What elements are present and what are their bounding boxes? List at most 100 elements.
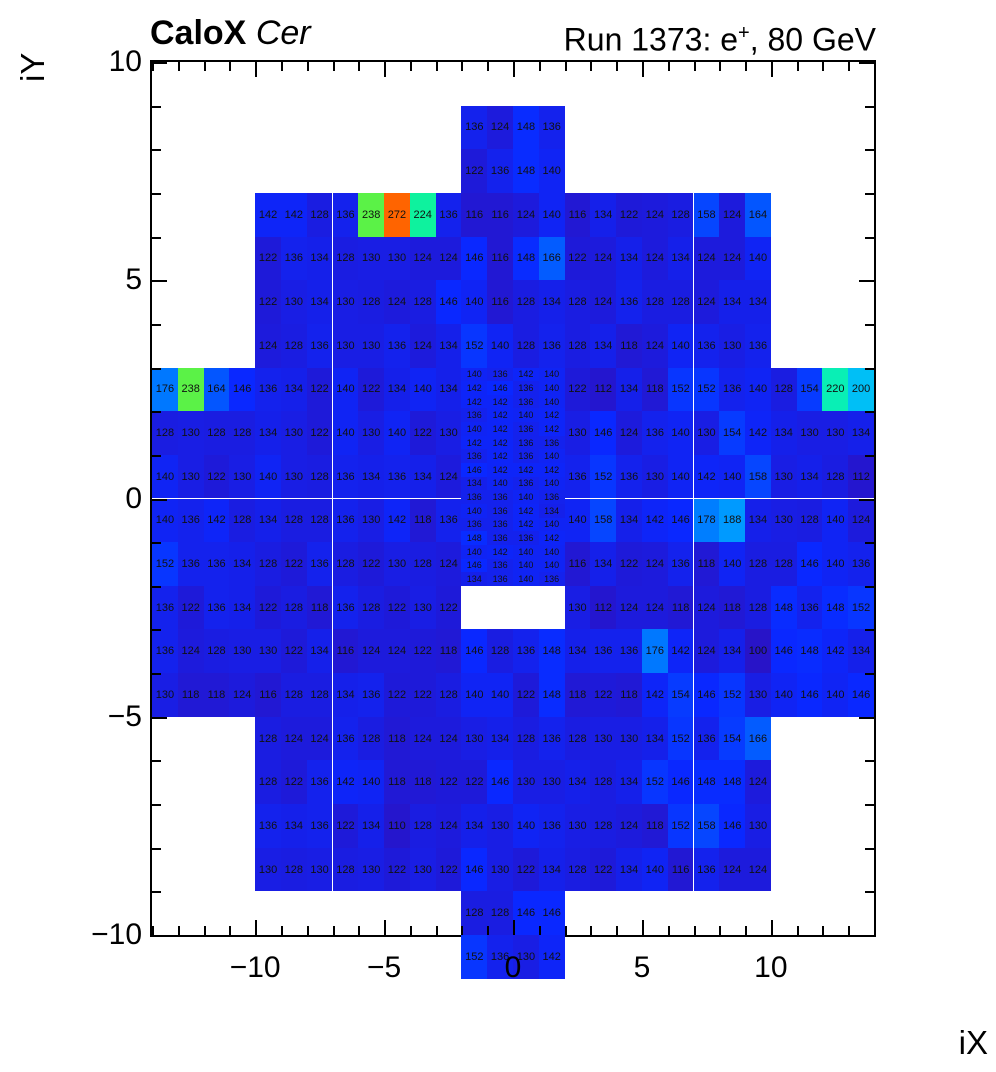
heatmap-cell: 128 — [564, 280, 591, 324]
heatmap-fine-cell: 136 — [487, 558, 513, 573]
y-tick — [152, 804, 161, 807]
heatmap-cell: 118 — [384, 760, 410, 805]
heatmap-cell: 134 — [306, 629, 333, 674]
heatmap-fine-cell: 140 — [461, 422, 488, 436]
y-tick — [152, 716, 167, 719]
heatmap-cell: 152 — [667, 804, 694, 848]
y-tick — [152, 105, 161, 108]
heatmap-cell: 136 — [203, 542, 230, 586]
heatmap-cell: 130 — [590, 716, 617, 761]
heatmap-cell: 164 — [203, 367, 230, 412]
heatmap-cell: 124 — [693, 585, 720, 630]
heatmap-cell: 122 — [564, 236, 591, 281]
x-tick — [152, 926, 154, 935]
heatmap-fine-cell: 142 — [513, 367, 539, 382]
heatmap-cell: 134 — [229, 585, 256, 630]
heatmap-cell: 140 — [745, 236, 771, 281]
heatmap-cell: 152 — [152, 542, 178, 586]
heatmap-cell: 134 — [332, 673, 359, 717]
heatmap-cell: 130 — [487, 847, 513, 892]
y-tick — [152, 411, 161, 414]
y-tick — [152, 236, 161, 239]
heatmap-cell: 130 — [229, 454, 256, 499]
heatmap-cell: 136 — [203, 585, 230, 630]
x-tick — [641, 920, 644, 935]
heatmap-cell: 116 — [255, 673, 281, 717]
heatmap-cell: 124 — [409, 716, 436, 761]
x-tick — [693, 926, 696, 935]
heatmap-cell: 136 — [796, 585, 823, 630]
heatmap-cell: 130 — [177, 411, 204, 455]
heatmap-cell: 118 — [564, 673, 591, 717]
heatmap-cell: 122 — [616, 542, 642, 586]
heatmap-cell: 128 — [280, 585, 307, 630]
heatmap-cell: 130 — [280, 454, 307, 499]
heatmap-fine-cell: 134 — [461, 572, 488, 586]
y-tick-right — [859, 62, 874, 64]
heatmap-cell: 134 — [616, 847, 642, 892]
heatmap-cell: 122 — [358, 542, 385, 586]
heatmap-cell: 134 — [487, 716, 513, 761]
heatmap-cell: 136 — [306, 804, 333, 848]
heatmap-cell: 136 — [358, 673, 385, 717]
y-tick — [152, 760, 161, 763]
y-tick-right — [865, 585, 874, 588]
heatmap-cell: 134 — [719, 629, 746, 674]
heatmap-cell: 116 — [564, 542, 591, 586]
heatmap-cell: 146 — [461, 236, 488, 281]
x-tick-label: 5 — [633, 951, 651, 984]
y-tick-right — [865, 411, 874, 414]
x-tick — [796, 926, 799, 935]
heatmap-cell: 122 — [409, 629, 436, 674]
heatmap-cell: 122 — [384, 673, 410, 717]
heatmap-cell: 124 — [719, 192, 746, 237]
heatmap-cell: 140 — [745, 367, 771, 412]
heatmap-cell: 122 — [384, 847, 410, 892]
heatmap-cell: 140 — [513, 804, 539, 848]
heatmap-cell: 166 — [745, 716, 771, 761]
heatmap-fine-cell: 142 — [538, 408, 565, 423]
x-tick-top — [306, 62, 309, 71]
heatmap-cell: 118 — [616, 673, 642, 717]
heatmap-cell: 124 — [719, 847, 746, 892]
heatmap-cell: 136 — [693, 716, 720, 761]
heatmap-cell: 136 — [280, 236, 307, 281]
heatmap-cell: 136 — [306, 760, 333, 805]
heatmap-fine-cell: 142 — [513, 503, 539, 518]
heatmap-fine-cell: 140 — [461, 544, 488, 559]
x-tick-top — [203, 62, 206, 71]
x-tick — [770, 920, 773, 935]
heatmap-cell: 118 — [641, 367, 668, 412]
y-axis-title: iY — [14, 52, 51, 82]
heatmap-cell: 128 — [487, 629, 513, 674]
heatmap-cell: 146 — [538, 891, 565, 935]
heatmap-cell: 124 — [435, 454, 462, 499]
heatmap-cell: 154 — [719, 716, 746, 761]
x-tick-top — [848, 62, 851, 71]
heatmap-fine-cell: 140 — [538, 476, 565, 491]
heatmap-cell: 122 — [255, 280, 281, 324]
title-row: CaloX Cer Run 1373: e+, 80 GeV — [150, 10, 876, 58]
heatmap-cell: 134 — [280, 804, 307, 848]
heatmap-cell: 122 — [280, 629, 307, 674]
heatmap-cell: 142 — [641, 673, 668, 717]
heatmap-cell: 130 — [693, 411, 720, 455]
heatmap-cell: 134 — [719, 280, 746, 324]
heatmap-fine-cell: 136 — [487, 490, 513, 504]
heatmap-cell: 136 — [848, 542, 874, 586]
heatmap-cell: 166 — [538, 236, 565, 281]
heatmap-cell: 136 — [693, 323, 720, 368]
heatmap-cell: 136 — [435, 192, 462, 237]
heatmap-cell: 152 — [461, 323, 488, 368]
heatmap-cell: 128 — [745, 542, 771, 586]
heatmap-fine-cell: 140 — [513, 544, 539, 559]
heatmap-cell: 122 — [590, 847, 617, 892]
heatmap-cell: 136 — [538, 323, 565, 368]
heatmap-cell: 124 — [435, 236, 462, 281]
heatmap-cell: 134 — [590, 192, 617, 237]
y-tick-right — [865, 149, 874, 152]
heatmap-cell: 130 — [770, 454, 797, 499]
heatmap-cell: 124 — [177, 629, 204, 674]
x-tick-top — [616, 62, 619, 71]
heatmap-cell: 124 — [590, 280, 617, 324]
